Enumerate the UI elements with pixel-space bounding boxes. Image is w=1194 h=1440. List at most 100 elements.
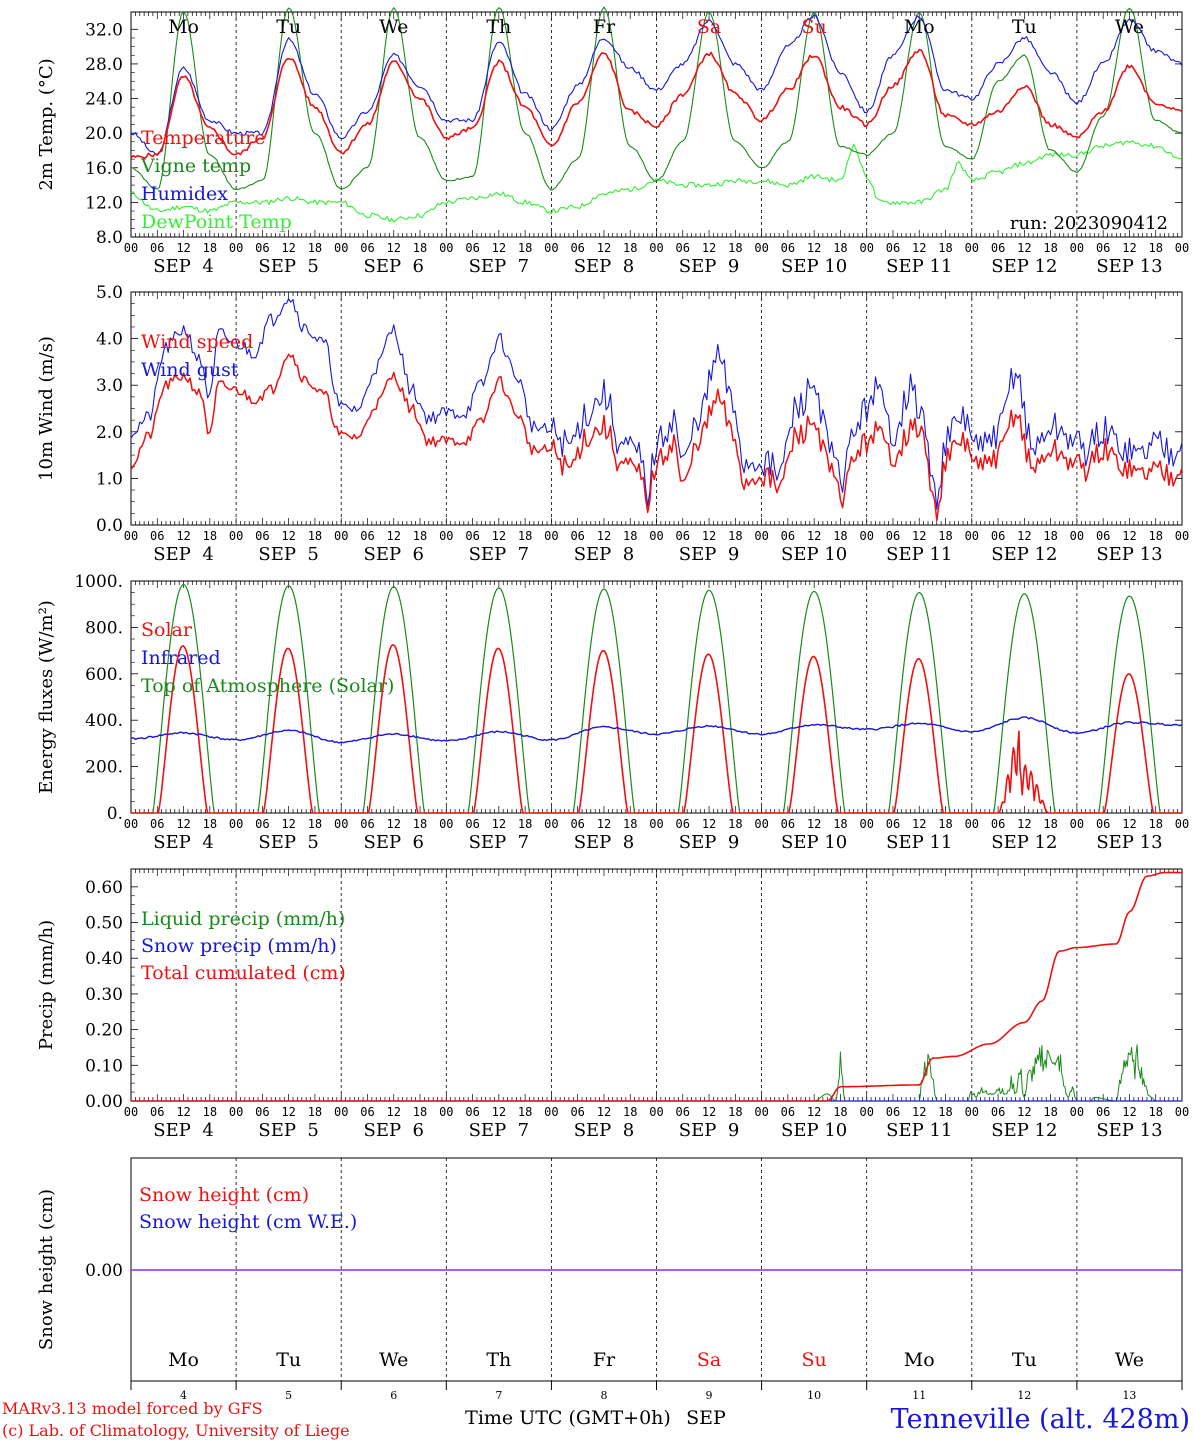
weekday-label: Mo (168, 16, 199, 38)
legend-entry: Snow height (cm) (139, 1184, 309, 1206)
hour-tick-label: 06 (570, 529, 584, 543)
date-label: SEP 9 (679, 1120, 739, 1141)
day-number: 6 (390, 1389, 397, 1402)
hour-tick-label: 18 (938, 529, 952, 543)
hour-tick-label: 00 (649, 529, 663, 543)
hour-tick-label: 12 (912, 241, 926, 255)
hour-tick-label: 06 (886, 817, 900, 831)
weekday-label: Su (802, 16, 827, 38)
hour-tick-label: 12 (1017, 1105, 1031, 1119)
weekday-label: We (379, 1349, 408, 1371)
hour-tick-label: 12 (281, 241, 295, 255)
hour-tick-label: 06 (360, 1105, 374, 1119)
y-axis-label: Precip (mm/h) (36, 920, 57, 1050)
hour-tick-label: 00 (965, 1105, 979, 1119)
hour-tick-label: 06 (676, 1105, 690, 1119)
credit-line: MARv3.13 model forced by GFS (2, 1399, 263, 1418)
hour-tick-label: 18 (203, 1105, 217, 1119)
y-tick-label: 5.0 (96, 283, 123, 303)
hour-tick-label: 00 (334, 529, 348, 543)
hour-tick-label: 00 (439, 1105, 453, 1119)
day-number: 9 (706, 1389, 713, 1402)
weekday-label: We (1115, 1349, 1144, 1371)
hour-tick-label: 00 (649, 241, 663, 255)
hour-tick-label: 06 (676, 241, 690, 255)
hour-tick-label: 12 (387, 1105, 401, 1119)
hour-tick-label: 18 (308, 529, 322, 543)
hour-tick-label: 18 (728, 1105, 742, 1119)
hour-tick-label: 18 (938, 241, 952, 255)
hour-tick-label: 18 (308, 817, 322, 831)
hour-tick-label: 00 (1070, 1105, 1084, 1119)
hour-tick-label: 00 (544, 1105, 558, 1119)
hour-tick-label: 12 (807, 529, 821, 543)
hour-tick-label: 18 (623, 241, 637, 255)
hour-tick-label: 12 (807, 1105, 821, 1119)
hour-tick-label: 00 (1175, 241, 1189, 255)
y-tick-label: 28.0 (85, 55, 123, 75)
hour-tick-label: 06 (1096, 241, 1110, 255)
legend-entry: Snow precip (mm/h) (141, 935, 337, 957)
date-label: SEP 5 (258, 1120, 318, 1141)
hour-tick-label: 12 (702, 817, 716, 831)
date-label: SEP 8 (574, 1120, 634, 1141)
hour-tick-label: 00 (124, 529, 138, 543)
hour-tick-label: 06 (570, 1105, 584, 1119)
y-tick-label: 8.0 (96, 228, 123, 248)
date-label: SEP 9 (679, 256, 739, 277)
date-label: SEP 12 (991, 256, 1057, 277)
hour-tick-label: 18 (728, 529, 742, 543)
weekday-label: Tu (276, 1349, 301, 1371)
hour-tick-label: 18 (413, 241, 427, 255)
weekday-label: We (379, 16, 408, 38)
hour-tick-label: 12 (281, 1105, 295, 1119)
date-label: SEP 13 (1096, 1120, 1162, 1141)
day-number: 4 (180, 1389, 187, 1402)
legend-entry: Wind speed (141, 331, 253, 353)
date-label: SEP 8 (574, 832, 634, 853)
hour-tick-label: 00 (859, 817, 873, 831)
hour-tick-label: 18 (413, 529, 427, 543)
panel-wind (130, 291, 1183, 526)
hour-tick-label: 18 (938, 817, 952, 831)
hour-tick-label: 12 (912, 1105, 926, 1119)
y-tick-label: 20.0 (85, 124, 123, 144)
y-tick-label: 24.0 (85, 90, 123, 110)
hour-tick-label: 12 (1122, 1105, 1136, 1119)
series-infrared (130, 716, 1183, 744)
hour-tick-label: 00 (1070, 817, 1084, 831)
hour-tick-label: 00 (649, 817, 663, 831)
day-number: 13 (1122, 1389, 1136, 1402)
y-tick-label: 1000. (74, 572, 123, 592)
hour-tick-label: 12 (176, 529, 190, 543)
date-label: SEP 13 (1096, 544, 1162, 565)
hour-tick-label: 00 (439, 817, 453, 831)
y-tick-label: 12.0 (85, 193, 123, 213)
day-number: 12 (1017, 1389, 1031, 1402)
date-label: SEP 5 (258, 256, 318, 277)
hour-tick-label: 06 (781, 1105, 795, 1119)
x-axis-label: Time UTC (GMT+0h) (465, 1407, 671, 1429)
date-label: SEP 7 (469, 544, 529, 565)
panel-precip (130, 868, 1183, 1102)
hour-tick-label: 18 (833, 529, 847, 543)
y-tick-label: 4.0 (96, 330, 123, 350)
y-tick-label: 0.00 (85, 1092, 123, 1112)
hour-tick-label: 06 (676, 529, 690, 543)
hour-tick-label: 06 (465, 241, 479, 255)
hour-tick-label: 06 (255, 529, 269, 543)
date-label: SEP 4 (153, 832, 213, 853)
hour-tick-label: 18 (1148, 1105, 1162, 1119)
legend-entry: Liquid precip (mm/h) (141, 908, 345, 930)
hour-tick-label: 18 (518, 1105, 532, 1119)
weekday-label: Mo (168, 1349, 199, 1371)
hour-tick-label: 00 (1070, 241, 1084, 255)
series-vigne-temp (130, 6, 1183, 191)
hour-tick-label: 06 (781, 529, 795, 543)
hour-tick-label: 12 (597, 529, 611, 543)
hour-tick-label: 18 (518, 529, 532, 543)
hour-tick-label: 06 (1096, 529, 1110, 543)
date-label: SEP 10 (781, 544, 847, 565)
hour-tick-label: 18 (1148, 817, 1162, 831)
hour-tick-label: 00 (649, 1105, 663, 1119)
